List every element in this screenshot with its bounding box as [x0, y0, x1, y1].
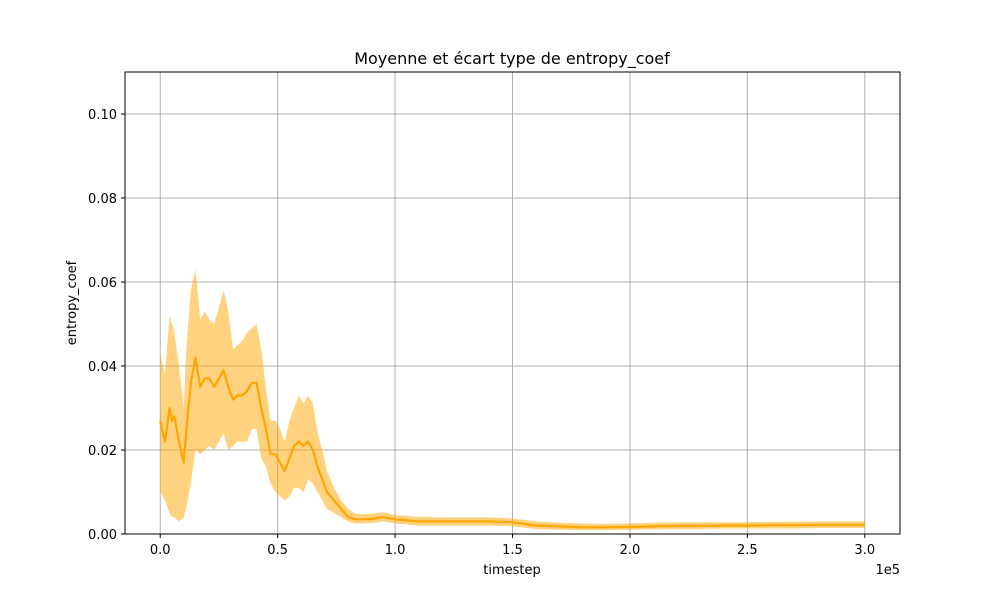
y-tick-label: 0.08	[88, 192, 117, 207]
ticks: 0.0 0.5 1.0 1.5 2.0 2.5 3.0 0.00 0.02 0.04 0.06 0.0…	[88, 108, 875, 558]
grid	[125, 72, 900, 535]
x-tick-label: 2.0	[620, 543, 641, 558]
y-axis-label: entropy_coef	[65, 260, 80, 345]
y-tick-label: 0.04	[88, 360, 117, 375]
y-tick-label: 0.06	[88, 276, 117, 291]
x-tick-label: 3.0	[854, 543, 875, 558]
mean-line	[159, 356, 865, 529]
y-tick-label: 0.02	[88, 444, 117, 459]
y-tick-label: 0.10	[88, 108, 117, 123]
x-tick-label: 1.0	[385, 543, 406, 558]
x-offset-label: 1e5	[875, 563, 900, 578]
y-tick-label: 0.00	[88, 528, 117, 543]
std-band	[160, 269, 865, 531]
x-axis-label: timestep	[483, 563, 541, 578]
chart-title: Moyenne et écart type de entropy_coef	[354, 49, 670, 69]
x-tick-label: 2.5	[737, 543, 758, 558]
x-tick-label: 0.0	[150, 543, 171, 558]
x-tick-label: 0.5	[267, 543, 288, 558]
x-tick-label: 1.5	[502, 543, 523, 558]
